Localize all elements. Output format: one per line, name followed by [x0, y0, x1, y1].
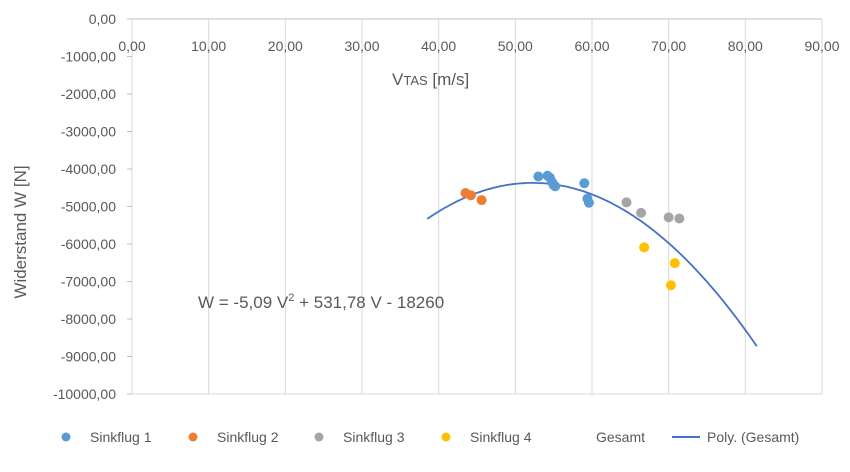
x-tick-label: 50,00 [498, 38, 533, 54]
legend-label: Sinkflug 1 [90, 429, 152, 445]
x-tick-label: 30,00 [344, 38, 379, 54]
legend-marker [61, 432, 71, 442]
data-point [579, 178, 590, 189]
data-point [669, 258, 680, 269]
legend: Sinkflug 1 Sinkflug 2 Sinkflug 3 Sinkflug 4… [61, 429, 799, 445]
data-point [636, 207, 647, 218]
data-point [665, 280, 676, 291]
data-point [550, 181, 561, 192]
legend-entry: Gesamt [596, 429, 645, 445]
equation-superscript: 2 [288, 292, 294, 304]
y-tick-labels: 0,00 -1000,00 -2000,00 -3000,00 -4000,00 -500… [53, 11, 116, 402]
legend-entry: Sinkflug 4 [441, 429, 532, 445]
y-tick-label: -5000,00 [61, 199, 116, 215]
series-sinkflug-1 [533, 170, 594, 208]
y-tick-label: -3000,00 [61, 124, 116, 140]
data-point [663, 212, 674, 223]
y-tick-label: -1000,00 [61, 49, 116, 65]
legend-label: Poly. (Gesamt) [707, 429, 799, 445]
y-tick-label: -10000,00 [53, 386, 116, 402]
data-point [476, 195, 487, 206]
data-point [533, 171, 544, 182]
data-point [583, 197, 594, 208]
legend-entry: Sinkflug 2 [188, 429, 279, 445]
equation-prefix: W = -5,09 V [198, 293, 289, 312]
y-tick-label: -2000,00 [61, 86, 116, 102]
y-tick-label: 0,00 [89, 11, 116, 27]
legend-label: Sinkflug 3 [343, 429, 405, 445]
data-point [674, 213, 685, 224]
legend-entry: Poly. (Gesamt) [672, 429, 799, 445]
grid-layer [127, 18, 823, 395]
legend-marker [188, 432, 198, 442]
x-tick-label: 70,00 [651, 38, 686, 54]
y-tick-label: -9000,00 [61, 349, 116, 365]
y-tick-label: -4000,00 [61, 161, 116, 177]
series-sinkflug-2 [460, 188, 487, 206]
data-point [621, 197, 632, 208]
x-tick-label: 80,00 [728, 38, 763, 54]
legend-marker [441, 432, 451, 442]
series-sinkflug-4 [639, 242, 680, 291]
legend-label: Sinkflug 4 [470, 429, 532, 445]
polynomial-trendline [426, 182, 758, 347]
legend-marker [314, 432, 324, 442]
series-sinkflug-3 [621, 197, 685, 224]
data-point [639, 242, 650, 253]
trendline-equation: W = -5,09 V2 + 531,78 V - 18260 [198, 292, 444, 312]
x-axis-label: VTAS [m/s] [392, 70, 469, 89]
x-tick-label: 20,00 [268, 38, 303, 54]
x-tick-label: 10,00 [191, 38, 226, 54]
legend-label: Sinkflug 2 [217, 429, 279, 445]
legend-label: Gesamt [596, 429, 645, 445]
y-tick-label: -8000,00 [61, 311, 116, 327]
y-axis-label: Widerstand W [N] [11, 165, 30, 298]
x-tick-label: 60,00 [574, 38, 609, 54]
data-points [460, 170, 685, 291]
legend-entry: Sinkflug 1 [61, 429, 152, 445]
x-tick-label: 40,00 [421, 38, 456, 54]
y-tick-label: -7000,00 [61, 274, 116, 290]
x-tick-label: 0,00 [118, 38, 145, 54]
equation-suffix: + 531,78 V - 18260 [294, 293, 444, 312]
legend-entry: Sinkflug 3 [314, 429, 405, 445]
x-axis-label-subscript: TAS [403, 73, 428, 88]
x-tick-labels: 0,00 10,00 20,00 30,00 40,00 50,00 60,00 70,00 8… [118, 38, 839, 54]
x-axis-label-main: V [392, 70, 404, 89]
data-point [465, 190, 476, 201]
x-axis-label-unit: [m/s] [428, 70, 470, 89]
y-tick-label: -6000,00 [61, 236, 116, 252]
x-tick-label: 90,00 [804, 38, 839, 54]
